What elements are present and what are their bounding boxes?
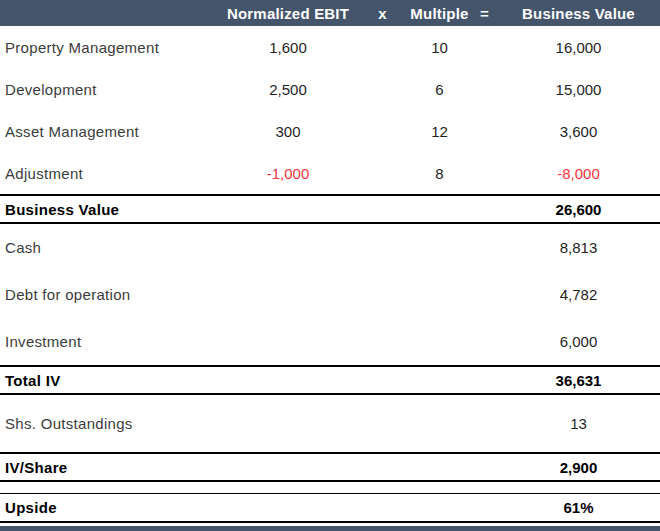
total-value: 26,600 (497, 201, 660, 218)
table-row: Investment 6,000 (0, 318, 660, 365)
equals-sign: = (472, 5, 497, 22)
table-row: Cash 8,813 (0, 224, 660, 271)
segment-value: 15,000 (497, 81, 660, 98)
table-header-row: Normalized EBIT x Multiple = Business Va… (0, 0, 660, 26)
segment-ebit: 300 (218, 123, 358, 140)
segment-value-negative: -8,000 (497, 165, 660, 182)
table-row: Property Management 1,600 10 16,000 (0, 26, 660, 68)
iv-per-share-row: IV/Share 2,900 (0, 452, 660, 482)
segment-value: 3,600 (497, 123, 660, 140)
item-label: Investment (0, 333, 218, 350)
segment-ebit: 1,600 (218, 39, 358, 56)
row-spacer (0, 482, 660, 493)
segment-multiple: 10 (407, 39, 472, 56)
total-value: 36,631 (497, 372, 660, 389)
item-label: Cash (0, 239, 218, 256)
total-value: 61% (497, 499, 660, 516)
item-label: Debt for operation (0, 286, 218, 303)
valuation-table: Normalized EBIT x Multiple = Business Va… (0, 0, 660, 531)
bottom-accent-bar (0, 526, 660, 531)
total-label: Business Value (0, 201, 218, 218)
total-label: IV/Share (0, 459, 218, 476)
segment-multiple: 6 (407, 81, 472, 98)
table-row: Asset Management 300 12 3,600 (0, 110, 660, 152)
segment-label: Development (0, 81, 218, 98)
total-value: 2,900 (497, 459, 660, 476)
item-label: Shs. Outstandings (0, 415, 218, 432)
segment-multiple: 8 (407, 165, 472, 182)
business-value-total-row: Business Value 26,600 (0, 194, 660, 224)
table-row: Adjustment -1,000 8 -8,000 (0, 152, 660, 194)
total-label: Upside (0, 499, 218, 516)
header-business-value: Business Value (497, 5, 660, 22)
multiply-sign: x (358, 5, 407, 22)
segment-ebit: 2,500 (218, 81, 358, 98)
total-iv-row: Total IV 36,631 (0, 365, 660, 395)
header-normalized-ebit: Normalized EBIT (218, 5, 358, 22)
segment-label: Adjustment (0, 165, 218, 182)
segment-multiple: 12 (407, 123, 472, 140)
segment-value: 16,000 (497, 39, 660, 56)
segment-label: Property Management (0, 39, 218, 56)
total-label: Total IV (0, 372, 218, 389)
table-row: Development 2,500 6 15,000 (0, 68, 660, 110)
item-value: 4,782 (497, 286, 660, 303)
segment-ebit-negative: -1,000 (218, 165, 358, 182)
upside-row: Upside 61% (0, 493, 660, 523)
table-row: Debt for operation 4,782 (0, 271, 660, 318)
segment-label: Asset Management (0, 123, 218, 140)
item-value: 13 (497, 415, 660, 432)
item-value: 6,000 (497, 333, 660, 350)
header-multiple: Multiple (407, 5, 472, 22)
item-value: 8,813 (497, 239, 660, 256)
shares-outstanding-row: Shs. Outstandings 13 (0, 395, 660, 452)
